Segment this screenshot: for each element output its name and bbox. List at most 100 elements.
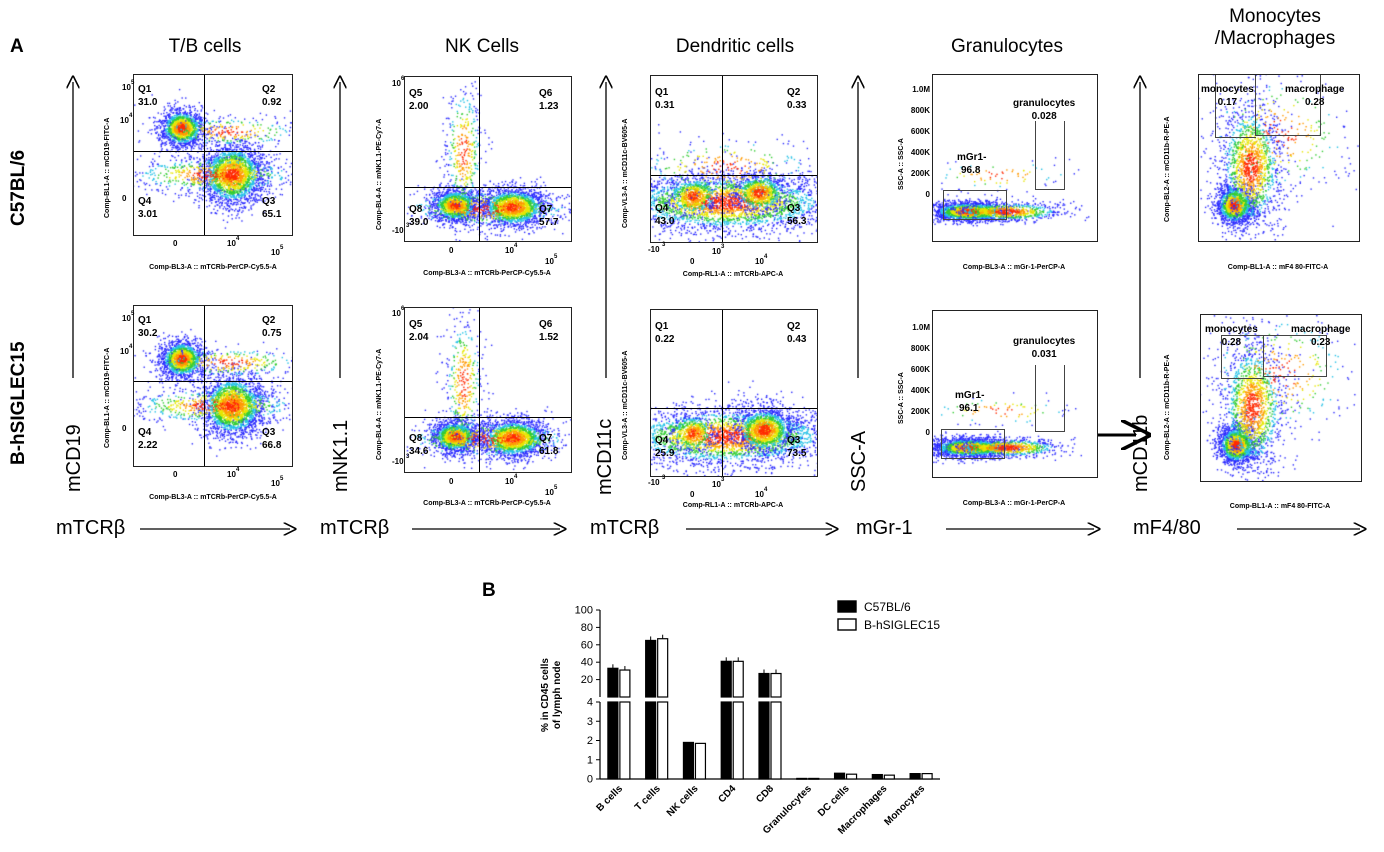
- flow-tick-labels: 10 5 10 4 0 0 10 4 10 5 10 5 10 4 0 0 10 4 10 5 10…: [120, 76, 768, 499]
- gate-label: macrophage 0.28: [1285, 84, 1345, 108]
- svg-text:5: 5: [280, 245, 284, 251]
- bar: [770, 672, 782, 698]
- quadrant-label: Q6 1.23: [539, 88, 559, 112]
- panel-b-label: B: [482, 580, 496, 601]
- svg-text:-10: -10: [648, 478, 660, 487]
- legend-swatch: [837, 618, 857, 631]
- flow-plot-gran-c57: mGr1- 96.8 granulocytes 0.028: [932, 74, 1098, 242]
- quadrant-label: Q6 1.52: [539, 319, 559, 343]
- quadrant-label: Q5 2.00: [409, 88, 429, 112]
- y-axis-label: of lymph node: [552, 660, 563, 729]
- svg-text:-10: -10: [392, 457, 404, 466]
- flow-plot-nk-hsiglec15: Q5 2.04 Q6 1.52 Q8 34.6 Q7 61.8: [404, 307, 572, 473]
- bar: [758, 672, 770, 698]
- quadrant-label: Q1 0.31: [655, 87, 675, 111]
- bar-chart-b: 20 40 60 80 100 0 1 2 3 4 % in CD45 cells of lymph …: [540, 600, 940, 837]
- svg-text:10: 10: [505, 477, 514, 486]
- svg-text:10: 10: [712, 480, 721, 489]
- flow-plot-mono-hsiglec15: monocytes 0.28 macrophage 0.23: [1200, 314, 1362, 482]
- svg-text:3: 3: [721, 477, 725, 483]
- bar: [694, 742, 707, 780]
- svg-text:-10: -10: [648, 245, 660, 254]
- quadrant-label: Q1 0.22: [655, 321, 675, 345]
- bar: [682, 741, 695, 780]
- bar: [921, 773, 933, 780]
- bar: [607, 701, 619, 780]
- svg-text:0: 0: [449, 477, 454, 486]
- bar: [909, 773, 921, 780]
- legend-label: C57BL/6: [864, 600, 911, 614]
- flow-plot-gran-hsiglec15: mGr1- 96.1 granulocytes 0.031: [932, 310, 1098, 478]
- svg-text:10: 10: [545, 257, 554, 266]
- svg-text:5: 5: [131, 311, 135, 317]
- y-tick-label: 100: [575, 605, 593, 617]
- bar: [657, 638, 669, 698]
- svg-text:10: 10: [755, 257, 764, 266]
- y-tick-label: 1: [587, 754, 593, 766]
- svg-text:0: 0: [690, 257, 695, 266]
- bar: [657, 701, 669, 780]
- gate-label: macrophage 0.23: [1291, 324, 1351, 348]
- bar: [808, 777, 820, 780]
- bar: [833, 772, 846, 780]
- column-title-dc: Dendritic cells: [675, 36, 795, 57]
- column-title-granulocytes: Granulocytes: [951, 36, 1063, 57]
- quadrant-label: Q3 66.8: [262, 427, 282, 451]
- x-axis-name-tcrb-3: mTCRβ: [590, 517, 660, 539]
- y-tick-label: 0: [587, 774, 593, 786]
- svg-text:4: 4: [764, 487, 768, 493]
- bar: [796, 777, 808, 780]
- flow-plot-nk-c57: Q5 2.00 Q6 1.23 Q8 39.0 Q7 57.7: [404, 76, 572, 242]
- svg-text:6: 6: [401, 76, 405, 82]
- bar: [619, 669, 631, 698]
- svg-text:4: 4: [129, 344, 133, 350]
- plot-x-label: Comp-BL3-A :: mTCRb-PerCP-Cy5.5-A: [149, 264, 277, 271]
- svg-text:4: 4: [129, 113, 133, 119]
- flow-plot-dc-c57: Q1 0.31 Q2 0.33 Q4 43.0 Q3 56.3: [650, 75, 818, 243]
- plot-x-label: Comp-BL3-A :: mTCRb-PerCP-Cy5.5-A: [423, 270, 551, 277]
- x-tick-label: NK cells: [665, 783, 701, 819]
- gate-label: mGr1- 96.1: [955, 390, 985, 414]
- svg-text:10: 10: [712, 247, 721, 256]
- ssc-tick-labels: 1.0M 800K 600K 400K 200K 0: [910, 85, 930, 199]
- flow-plot-tb-hsiglec15: Q1 30.2 Q2 0.75 Q4 2.22 Q3 66.8: [133, 305, 293, 467]
- panel-a-label: A: [10, 36, 24, 57]
- svg-text:3: 3: [406, 454, 410, 460]
- svg-text:10: 10: [271, 479, 280, 488]
- column-title-tb: T/B cells: [168, 36, 242, 57]
- svg-text:6: 6: [401, 306, 405, 312]
- macrophage-gate: [1263, 335, 1327, 377]
- flow-plot-dc-hsiglec15: Q1 0.22 Q2 0.43 Q4 25.9 Q3 73.5: [650, 309, 818, 477]
- monocyte-gate: [1215, 75, 1256, 138]
- y-tick-label: 60: [581, 639, 593, 651]
- plot-x-label: Comp-BL3-A :: mTCRb-PerCP-Cy5.5-A: [149, 494, 277, 501]
- x-axis-name-tcrb-1: mTCRβ: [56, 517, 126, 539]
- x-tick-label: T cells: [633, 783, 663, 813]
- quadrant-label: Q2 0.75: [262, 315, 282, 339]
- quadrant-label: Q8 39.0: [409, 204, 429, 228]
- gate-label: monocytes 0.17: [1201, 84, 1254, 108]
- x-axis-name-gr1: mGr-1: [856, 517, 913, 539]
- bar: [619, 701, 631, 780]
- bar: [732, 660, 744, 698]
- quadrant-label: Q3 56.3: [787, 203, 807, 227]
- gate-label: granulocytes 0.028: [1013, 98, 1076, 122]
- x-tick-label: CD4: [716, 783, 738, 805]
- column-title-monocytes: Monocytes /Macrophages: [1214, 6, 1336, 49]
- svg-text:10: 10: [227, 239, 236, 248]
- quadrant-label: Q3 65.1: [262, 196, 282, 220]
- svg-text:10: 10: [122, 83, 131, 92]
- bar: [845, 773, 858, 780]
- bar: [758, 701, 770, 780]
- bar: [645, 639, 657, 698]
- svg-text:10: 10: [271, 248, 280, 257]
- quadrant-label: Q7 57.7: [539, 204, 559, 228]
- y-tick-label: 80: [581, 622, 593, 634]
- svg-text:4: 4: [236, 236, 240, 242]
- svg-text:10: 10: [545, 488, 554, 497]
- y-tick-label: 20: [581, 674, 593, 686]
- quadrant-label: Q2 0.43: [787, 321, 807, 345]
- svg-text:10: 10: [120, 347, 129, 356]
- ssc-tick-labels: 1.0M 800K 600K 400K 200K 0: [910, 323, 930, 437]
- flow-plot-tb-c57: Q1 31.0 Q2 0.92 Q4 3.01 Q3 65.1: [133, 74, 293, 236]
